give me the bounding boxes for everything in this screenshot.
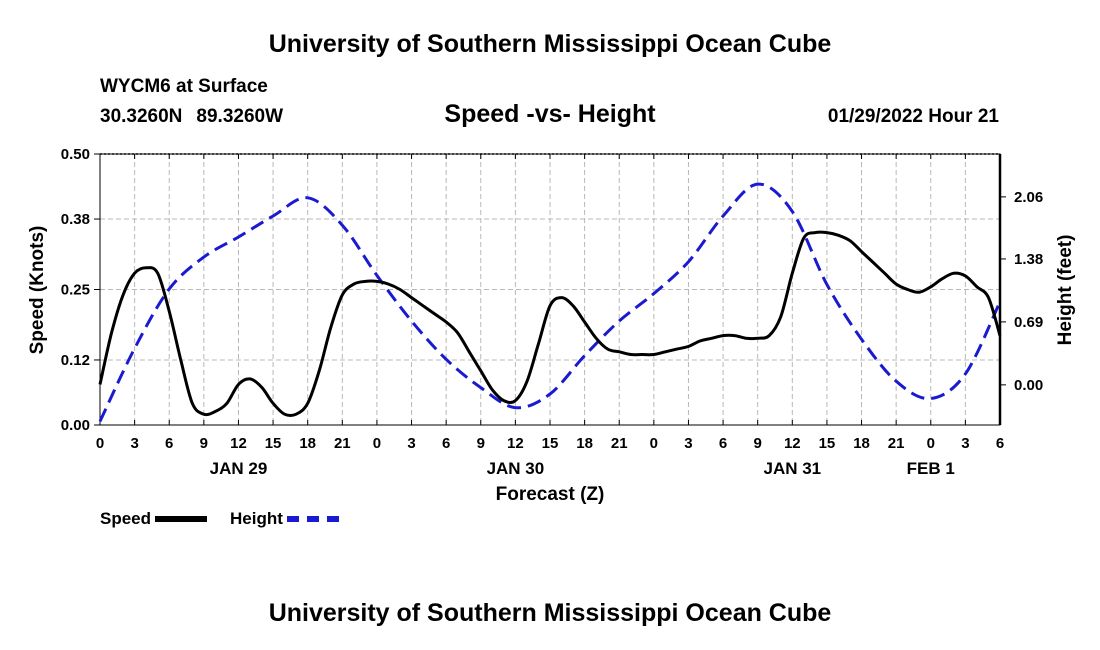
x-tick-label: 18 bbox=[576, 435, 593, 452]
series-line-speed bbox=[98, 230, 1002, 418]
chart-title: Speed -vs- Height bbox=[444, 100, 656, 128]
coordinates: 30.3260N 89.3260W bbox=[100, 106, 297, 128]
y2-axis-label: Height (feet) bbox=[1055, 235, 1076, 346]
page-title-bottom: University of Southern Mississippi Ocean… bbox=[268, 599, 832, 627]
y2-tick-label: 0.00 bbox=[1014, 377, 1043, 394]
x-tick-label: 12 bbox=[507, 435, 524, 452]
x-tick-label: 18 bbox=[853, 435, 870, 452]
x-tick-label: 3 bbox=[407, 435, 415, 452]
y-tick-label: 0.25 bbox=[61, 282, 90, 299]
x-tick-label: 12 bbox=[784, 435, 801, 452]
date-label: JAN 29 bbox=[210, 459, 268, 478]
date-label: FEB 1 bbox=[907, 459, 955, 478]
x-tick-label: 0 bbox=[96, 435, 104, 452]
series bbox=[98, 182, 1002, 423]
latitude: 30.3260N bbox=[100, 106, 183, 127]
legend-height: Height bbox=[230, 509, 339, 529]
longitude: 89.3260W bbox=[196, 106, 284, 127]
x-tick-label: 3 bbox=[684, 435, 692, 452]
y2-tick-label: 2.06 bbox=[1014, 189, 1043, 206]
x-tick-label: 9 bbox=[477, 435, 485, 452]
x-tick-label: 21 bbox=[888, 435, 905, 452]
y-tick-label: 0.00 bbox=[61, 417, 90, 434]
legend-height-swatch bbox=[286, 516, 339, 522]
x-tick-label: 9 bbox=[754, 435, 762, 452]
x-tick-label: 0 bbox=[373, 435, 381, 452]
x-tick-label: 21 bbox=[334, 435, 351, 452]
y-tick-label: 0.50 bbox=[61, 146, 90, 163]
date-label: JAN 31 bbox=[763, 459, 821, 478]
date-label: JAN 30 bbox=[487, 459, 545, 478]
legend-speed-label: Speed bbox=[100, 509, 152, 528]
x-tick-label: 15 bbox=[542, 435, 559, 452]
x-tick-label: 21 bbox=[611, 435, 628, 452]
x-tick-label: 0 bbox=[650, 435, 658, 452]
x-tick-label: 6 bbox=[719, 435, 727, 452]
forecast-datetime: 01/29/2022 Hour 21 bbox=[827, 106, 999, 127]
x-tick-label: 9 bbox=[200, 435, 208, 452]
grid bbox=[100, 153, 1000, 425]
y-tick-label: 0.12 bbox=[61, 352, 90, 369]
x-tick-label: 0 bbox=[927, 435, 935, 452]
y-tick-label: 0.38 bbox=[61, 211, 90, 228]
legend-speed-swatch bbox=[155, 516, 208, 522]
x-tick-label: 12 bbox=[230, 435, 247, 452]
x-tick-label: 15 bbox=[819, 435, 836, 452]
x-tick-label: 6 bbox=[442, 435, 450, 452]
y-axis-label: Speed (Knots) bbox=[27, 226, 48, 355]
x-tick-label: 6 bbox=[996, 435, 1004, 452]
x-tick-label: 18 bbox=[299, 435, 316, 452]
x-tick-label: 3 bbox=[130, 435, 138, 452]
page-title-top: University of Southern Mississippi Ocean… bbox=[268, 30, 832, 58]
x-axis-label: Forecast (Z) bbox=[496, 484, 605, 505]
x-tick-label: 15 bbox=[265, 435, 282, 452]
series-line-height bbox=[98, 182, 1002, 423]
station-label: WYCM6 at Surface bbox=[100, 76, 268, 97]
legend-speed: Speed bbox=[100, 509, 208, 529]
y2-tick-label: 0.69 bbox=[1014, 314, 1043, 331]
legend-height-label: Height bbox=[230, 509, 283, 528]
x-tick-label: 6 bbox=[165, 435, 173, 452]
ticks: 0 3 6 9 12 15 18 21 0 3 6 9 12 15 18 21 0 3 6 9 12 15 18 21 0 3 6 J… bbox=[61, 146, 1043, 478]
y2-tick-label: 1.38 bbox=[1014, 251, 1043, 268]
x-tick-label: 3 bbox=[961, 435, 969, 452]
